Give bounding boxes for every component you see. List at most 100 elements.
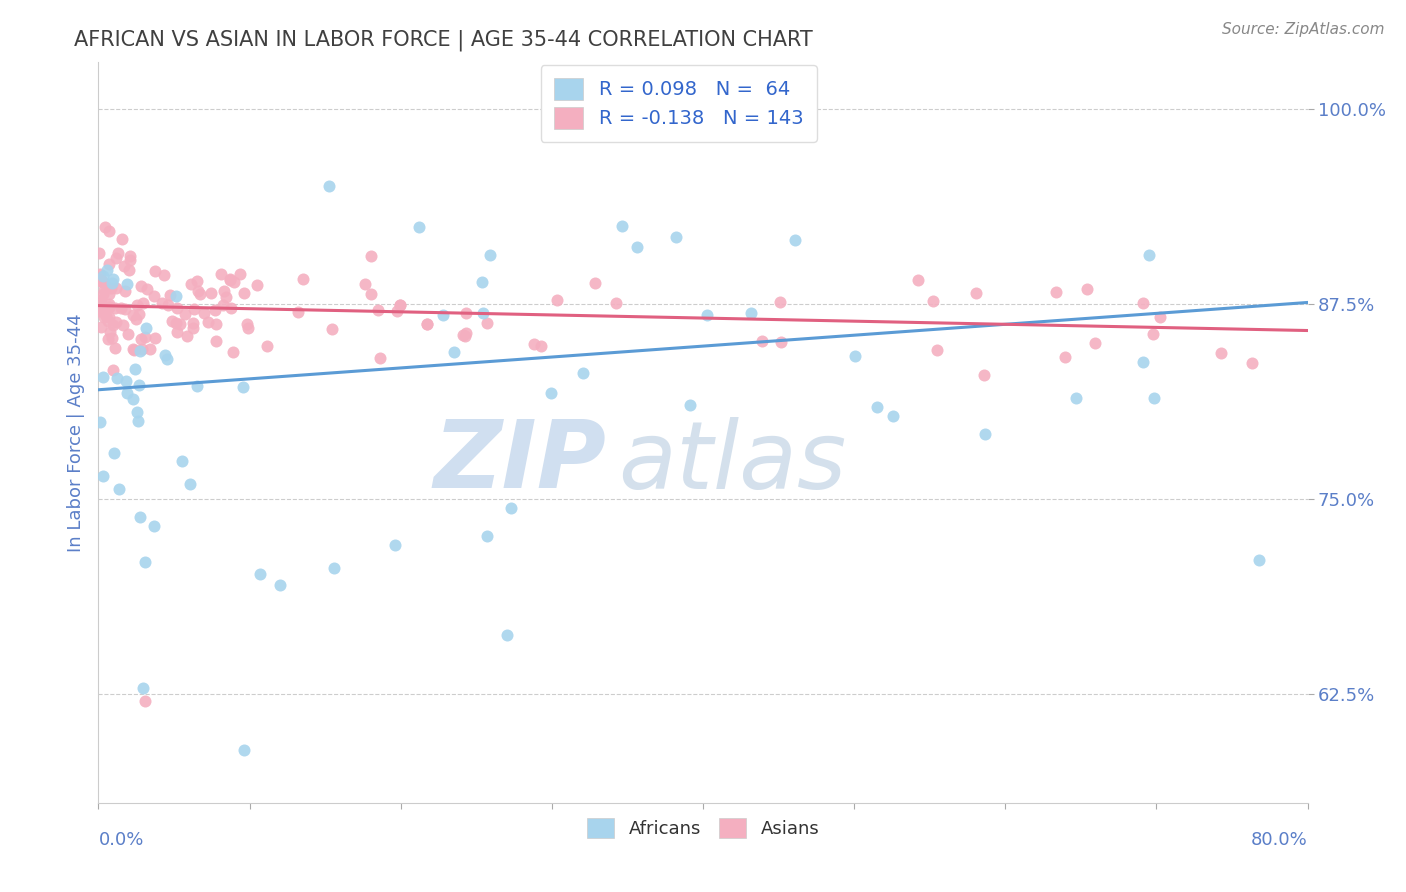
Point	[228, 267, 250, 281]
Point	[143, 288, 166, 302]
Point	[90, 293, 112, 308]
Point	[122, 342, 145, 356]
Point	[115, 374, 138, 388]
Point	[865, 400, 887, 414]
Point	[97, 256, 120, 270]
Point	[740, 306, 762, 320]
Point	[470, 275, 492, 289]
Point	[499, 500, 522, 515]
Point	[89, 267, 111, 281]
Point	[907, 273, 929, 287]
Point	[236, 317, 259, 331]
Point	[98, 325, 121, 339]
Point	[232, 380, 254, 394]
Point	[105, 281, 128, 295]
Point	[118, 252, 141, 267]
Point	[110, 231, 132, 245]
Point	[135, 321, 157, 335]
Point	[128, 307, 150, 321]
Point	[114, 284, 136, 298]
Point	[1149, 310, 1171, 324]
Point	[408, 220, 430, 235]
Point	[360, 287, 382, 301]
Point	[125, 405, 148, 419]
Point	[89, 274, 111, 288]
Point	[269, 578, 291, 592]
Point	[118, 263, 141, 277]
Point	[219, 271, 242, 285]
Point	[180, 277, 202, 291]
Point	[770, 334, 793, 349]
Point	[186, 274, 208, 288]
Point	[1247, 553, 1270, 567]
Point	[134, 694, 156, 708]
Point	[122, 392, 145, 407]
Point	[173, 308, 195, 322]
Point	[131, 278, 153, 293]
Point	[354, 277, 377, 292]
Point	[89, 416, 111, 430]
Point	[205, 318, 228, 332]
Point	[159, 288, 181, 302]
Point	[98, 310, 121, 324]
Point	[416, 317, 439, 331]
Point	[120, 249, 142, 263]
Legend: Africans, Asians: Africans, Asians	[579, 811, 827, 846]
Text: 0.0%: 0.0%	[98, 830, 143, 849]
Point	[204, 303, 226, 318]
Point	[530, 339, 553, 353]
Point	[91, 275, 114, 289]
Point	[572, 366, 595, 380]
Point	[1143, 391, 1166, 405]
Point	[321, 322, 343, 336]
Point	[135, 282, 157, 296]
Point	[103, 318, 125, 333]
Point	[610, 219, 633, 233]
Point	[89, 304, 111, 318]
Point	[1209, 346, 1232, 360]
Point	[90, 303, 112, 318]
Point	[90, 297, 112, 311]
Point	[117, 277, 139, 291]
Text: AFRICAN VS ASIAN IN LABOR FORCE | AGE 35-44 CORRELATION CHART: AFRICAN VS ASIAN IN LABOR FORCE | AGE 35…	[75, 29, 813, 51]
Point	[98, 297, 121, 311]
Point	[219, 273, 242, 287]
Point	[1053, 350, 1076, 364]
Point	[540, 386, 562, 401]
Point	[160, 314, 183, 328]
Point	[91, 269, 114, 284]
Point	[93, 219, 115, 234]
Point	[188, 286, 211, 301]
Point	[112, 318, 135, 333]
Point	[973, 426, 995, 441]
Point	[193, 306, 215, 320]
Point	[187, 284, 209, 298]
Point	[751, 334, 773, 348]
Point	[142, 518, 165, 533]
Point	[105, 370, 128, 384]
Point	[104, 315, 127, 329]
Point	[93, 277, 115, 291]
Point	[90, 273, 112, 287]
Point	[105, 251, 128, 265]
Point	[103, 341, 125, 355]
Point	[153, 268, 176, 282]
Point	[91, 287, 114, 301]
Point	[97, 300, 120, 314]
Point	[367, 303, 389, 318]
Point	[416, 317, 439, 331]
Point	[139, 343, 162, 357]
Point	[165, 288, 187, 302]
Point	[495, 628, 517, 642]
Point	[219, 301, 242, 315]
Point	[104, 301, 127, 315]
Point	[143, 264, 166, 278]
Point	[389, 298, 412, 312]
Point	[156, 298, 179, 312]
Point	[89, 297, 111, 311]
Point	[205, 334, 228, 349]
Point	[477, 529, 499, 543]
Point	[183, 301, 205, 316]
Point	[179, 477, 201, 491]
Point	[1132, 295, 1154, 310]
